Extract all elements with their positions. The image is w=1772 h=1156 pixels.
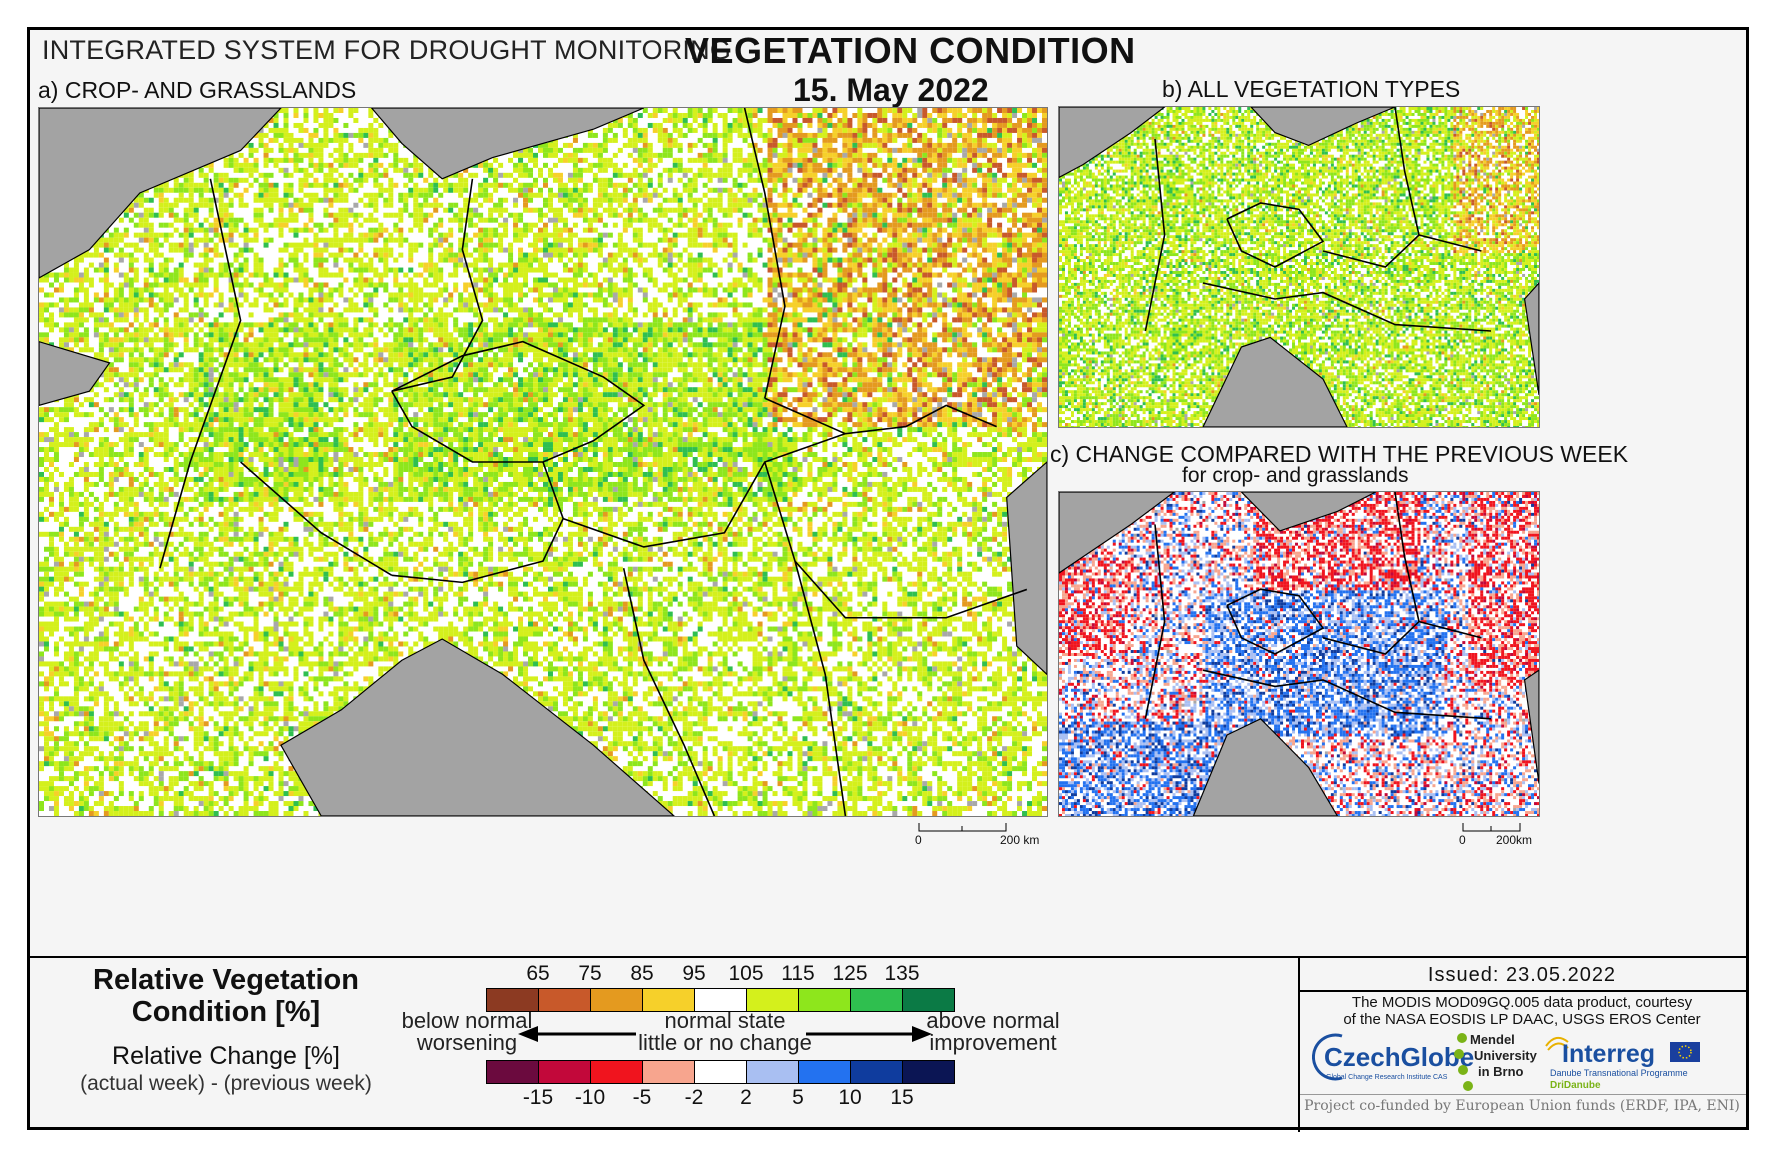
funded-divider (1300, 1094, 1746, 1095)
change-swatch (798, 1060, 851, 1084)
system-title: INTEGRATED SYSTEM FOR DROUGHT MONITORING (42, 35, 731, 66)
rvc-title-line1: Relative Vegetation (30, 964, 422, 997)
change-swatch (590, 1060, 643, 1084)
change-tick-label: -15 (508, 1086, 568, 1110)
panel-c-label: c) CHANGE COMPARED WITH THE PREVIOUS WEE… (1050, 441, 1628, 468)
change-tick-label: -5 (612, 1086, 672, 1110)
left-arrow-icon (518, 1026, 636, 1042)
eu-flag-icon (1670, 1042, 1700, 1062)
map-all-vegetation (1058, 106, 1540, 428)
map-weekly-change (1058, 491, 1540, 817)
change-swatch (486, 1060, 539, 1084)
dridanube-logo: DriDanube (1550, 1080, 1601, 1091)
change-swatch (642, 1060, 695, 1084)
condition-tick-label: 105 (716, 962, 776, 986)
change-swatch (902, 1060, 955, 1084)
change-tick-label: 10 (820, 1086, 880, 1110)
left-text-2: worsening (392, 1030, 542, 1056)
condition-tick-label: 95 (664, 962, 724, 986)
interreg-swirl-icon (1545, 1036, 1569, 1051)
change-swatch (746, 1060, 799, 1084)
condition-swatch (746, 988, 799, 1012)
mendel-dots-icon (1454, 1033, 1473, 1091)
panel-c-sublabel: for crop- and grasslands (1182, 464, 1408, 488)
condition-tick-label: 115 (768, 962, 828, 986)
right-text-2: improvement (918, 1030, 1068, 1056)
condition-tick-label: 85 (612, 962, 672, 986)
issued-date: Issued: 23.05.2022 (1298, 964, 1746, 987)
funded-note: Project co-funded by European Union fund… (1298, 1098, 1746, 1114)
right-arrow-icon (806, 1026, 932, 1042)
mid-text-1: normal state (625, 1008, 825, 1034)
change-swatch (538, 1060, 591, 1084)
condition-tick-label: 125 (820, 962, 880, 986)
interreg-logo: Interreg (1562, 1040, 1655, 1069)
panel-a-label: a) CROP- AND GRASSLANDS (38, 77, 356, 104)
legend-area: Relative Vegetation Condition [%] Relati… (30, 956, 1746, 1132)
change-swatch (694, 1060, 747, 1084)
rc-subtitle: (actual week) - (previous week) (30, 1072, 422, 1096)
main-title: VEGETATION CONDITION (685, 30, 1136, 72)
scalebar-a-zero: 0 (915, 833, 922, 847)
panel-b-label: b) ALL VEGETATION TYPES (1162, 76, 1460, 103)
condition-swatch (902, 988, 955, 1012)
scalebar-a-label: 200 km (1000, 833, 1039, 847)
credit-line1: The MODIS MOD09GQ.005 data product, cour… (1298, 994, 1746, 1012)
condition-swatch (850, 988, 903, 1012)
credit-line2: of the NASA EOSDIS LP DAAC, USGS EROS Ce… (1298, 1011, 1746, 1029)
mendel-logo-line3: in Brno (1478, 1064, 1524, 1079)
condition-tick-label: 75 (560, 962, 620, 986)
rc-title: Relative Change [%] (30, 1042, 422, 1071)
change-tick-label: -10 (560, 1086, 620, 1110)
main-date: 15. May 2022 (793, 72, 989, 109)
condition-swatch (642, 988, 695, 1012)
czechglobe-subtitle: Global Change Research Institute CAS (1326, 1074, 1447, 1081)
mendel-logo-line2: University (1474, 1048, 1537, 1063)
change-swatch (850, 1060, 903, 1084)
condition-swatch (538, 988, 591, 1012)
condition-swatch (798, 988, 851, 1012)
condition-tick-label: 135 (872, 962, 932, 986)
figure-frame: INTEGRATED SYSTEM FOR DROUGHT MONITORING… (27, 27, 1749, 1132)
condition-swatch (486, 988, 539, 1012)
scalebar-c-zero: 0 (1459, 833, 1466, 847)
change-tick-label: 15 (872, 1086, 932, 1110)
scalebar-c-label: 200km (1496, 833, 1532, 847)
right-text-1: above normal (918, 1008, 1068, 1034)
change-tick-label: -2 (664, 1086, 724, 1110)
rvc-title-line2: Condition [%] (30, 996, 422, 1029)
interreg-subtitle: Danube Transnational Programme (1550, 1068, 1688, 1078)
mid-text-2: little or no change (625, 1030, 825, 1056)
legend-divider (1298, 958, 1300, 1132)
condition-tick-label: 65 (508, 962, 568, 986)
change-tick-label: 5 (768, 1086, 828, 1110)
map-crop-grasslands (38, 107, 1048, 817)
czechglobe-logo: CzechGlobe (1324, 1042, 1474, 1073)
change-tick-label: 2 (716, 1086, 776, 1110)
czechglobe-logo-icon (1312, 1033, 1343, 1081)
mendel-logo-line1: Mendel (1470, 1032, 1515, 1047)
left-text-1: below normal (392, 1008, 542, 1034)
issued-divider (1300, 990, 1746, 992)
